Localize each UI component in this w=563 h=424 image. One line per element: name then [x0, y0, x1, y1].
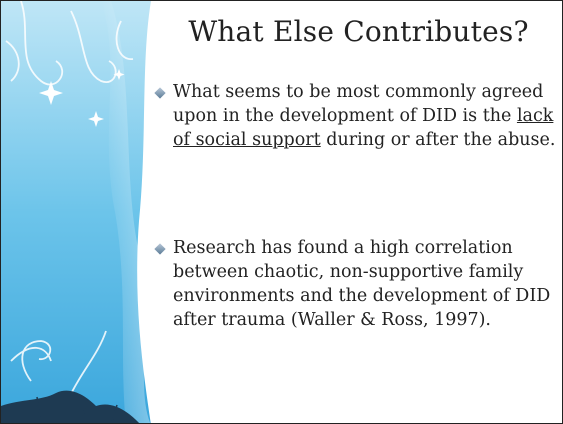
bullet-text: during or after the abuse. [321, 130, 556, 150]
bullet-text: Research has found a high correlation be… [173, 238, 550, 330]
slide: What Else Contributes? What seems to be … [0, 0, 563, 424]
bullet: Research has found a high correlation be… [173, 236, 558, 332]
bullet: What seems to be most commonly agreed up… [173, 80, 558, 152]
slide-title: What Else Contributes? [161, 15, 556, 48]
decoration [1, 1, 161, 424]
bullet-text: What seems to be most commonly agreed up… [173, 82, 543, 126]
